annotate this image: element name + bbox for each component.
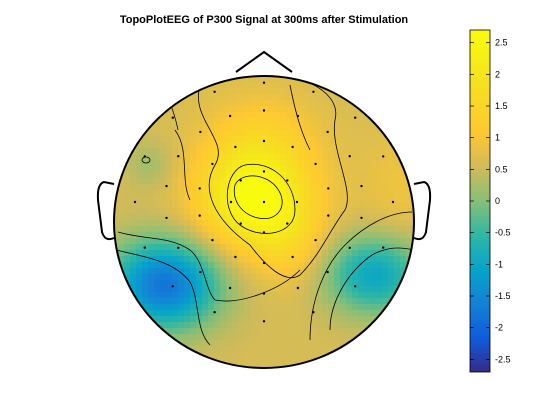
electrode-dot <box>296 286 300 290</box>
electrode-dot <box>291 145 294 149</box>
electrode-dot <box>327 214 330 217</box>
electrode-dot <box>354 285 357 288</box>
electrode-dot <box>262 292 266 295</box>
colorbar-tick-label: 0.5 <box>495 164 508 174</box>
electrode-dot <box>326 130 329 134</box>
electrode-dot <box>229 200 233 204</box>
electrode-dot <box>165 216 168 220</box>
electrode-dot <box>262 109 266 112</box>
electrode-dot <box>312 311 315 314</box>
electrode-dot <box>228 286 232 290</box>
colorbar-tick-label: 0 <box>495 196 500 206</box>
head-outline <box>113 75 415 369</box>
electrode-dot <box>348 246 351 249</box>
electrode-dot <box>198 187 201 190</box>
electrode-dot <box>312 90 315 94</box>
electrode-dot <box>177 155 180 158</box>
electrode-dot <box>234 255 237 259</box>
nose-outline <box>235 50 293 73</box>
colorbar-ticks: 2.5 2 1.5 1 0.5 0 -0.5 -1 -1.5 -2 -2.5 <box>470 38 511 364</box>
electrode-dot <box>382 246 385 249</box>
colorbar-tick-label: -2 <box>495 323 503 333</box>
electrode-dot <box>262 231 266 234</box>
electrode-dot <box>314 238 317 242</box>
right-ear-outline <box>413 180 432 241</box>
colorbar-tick-label: 1.5 <box>495 101 508 111</box>
electrode-dot <box>171 285 174 288</box>
colorbar-tick-label: 2 <box>495 69 500 79</box>
colorbar-tick-label: 2.5 <box>495 38 508 48</box>
electrode-dot <box>262 170 266 173</box>
electrode-dot <box>326 270 329 274</box>
electrode-dot <box>234 145 237 149</box>
electrode-dot <box>143 155 146 158</box>
electrode-dot <box>239 179 242 182</box>
electrode-dot <box>213 311 216 314</box>
electrode-dot <box>213 90 216 94</box>
electrode-dot <box>211 162 214 166</box>
electrode-dot <box>314 162 317 166</box>
colorbar-tick-label: -1 <box>495 259 503 269</box>
electrode-dot <box>262 81 266 84</box>
electrode-dot <box>296 114 300 118</box>
colorbar-tick-label: -1.5 <box>495 291 511 301</box>
left-ear-outline <box>96 180 115 241</box>
electrode-dot <box>198 214 201 217</box>
electrode-dot <box>327 187 330 190</box>
electrode-dot <box>262 320 266 323</box>
electrode-dot <box>228 114 232 118</box>
colorbar-tick-label: -2.5 <box>495 354 511 364</box>
electrode-dot <box>171 116 174 119</box>
electrode-dot <box>199 130 202 134</box>
chart-title: TopoPlotEEG of P300 Signal at 300ms afte… <box>120 14 409 26</box>
electrode-dot <box>165 184 168 188</box>
electrode-dot <box>199 270 202 274</box>
electrode-dot <box>262 200 266 204</box>
electrode-dot <box>295 200 299 204</box>
electrode-dot <box>177 246 180 249</box>
electrode-dot <box>348 155 351 158</box>
colorbar-tick-label: -0.5 <box>495 228 511 238</box>
electrode-dot <box>360 184 363 188</box>
electrode-dot <box>286 179 289 182</box>
electrode-dot <box>262 261 266 265</box>
electrode-dot <box>354 116 357 119</box>
electrode-dot <box>286 222 289 225</box>
electrode-dot <box>143 246 146 249</box>
electrode-dot <box>262 139 266 143</box>
electrode-dot <box>239 222 242 225</box>
electrode-dot <box>291 255 294 259</box>
electrode-dot <box>211 238 214 242</box>
electrode-dot <box>133 200 137 204</box>
electrode-dot <box>391 200 395 204</box>
colorbar-tick-label: 1 <box>495 133 500 143</box>
electrode-markers <box>133 81 395 323</box>
electrode-dot <box>382 155 385 158</box>
electrode-dot <box>360 216 363 220</box>
